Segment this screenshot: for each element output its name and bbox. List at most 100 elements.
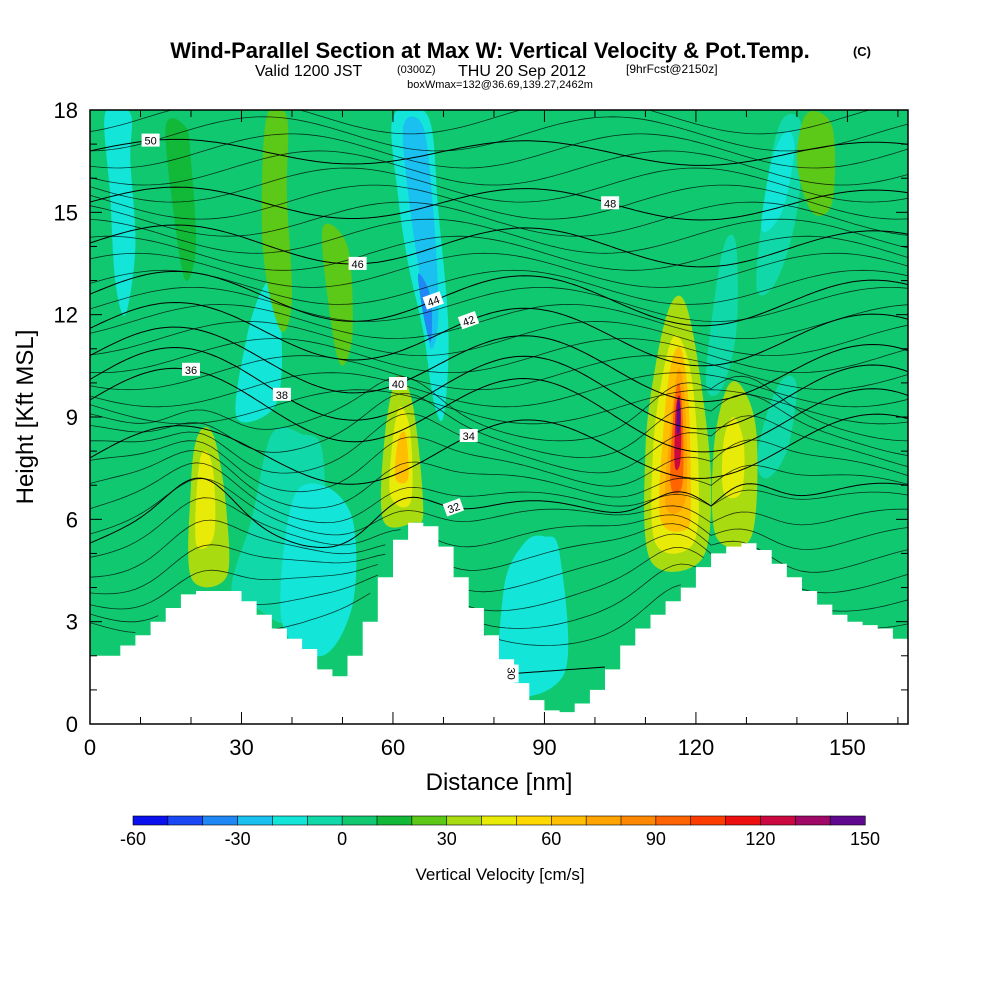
- colorbar-swatch: [411, 815, 448, 826]
- theta-contour-minor: [90, 450, 908, 509]
- theta-contour-minor: [90, 355, 908, 391]
- contour-label-box: [141, 133, 160, 147]
- y-axis-label: Height [Kft MSL]: [12, 330, 39, 505]
- contour-label-text: 38: [276, 390, 288, 402]
- x-tick-label: 90: [532, 735, 556, 760]
- theta-contour-minor: [90, 235, 908, 271]
- theta-contour-minor: [90, 287, 908, 322]
- contour-label-text: 34: [463, 431, 475, 443]
- colorbar-swatch: [237, 815, 274, 826]
- y-tick-label: 18: [54, 98, 78, 123]
- colorbar-ticks: -60 -30 0 30 60 90 120 150: [120, 829, 880, 849]
- valid-time-utc: (0300Z): [397, 64, 436, 76]
- x-axis-label: Distance [nm]: [426, 769, 573, 796]
- colorbar-swatch: [132, 815, 169, 826]
- y-tick-label: 3: [66, 610, 78, 635]
- y-tick-label: 0: [66, 712, 78, 737]
- x-tick-label: 0: [84, 735, 96, 760]
- contour-label: 36: [182, 362, 200, 377]
- velocity-region: [165, 118, 197, 281]
- contour-label-box: [389, 377, 407, 390]
- velocity-region: [261, 110, 293, 333]
- velocity-region: [417, 273, 433, 343]
- velocity-region: [761, 130, 795, 233]
- theta-contour-minor: [90, 303, 908, 339]
- x-tick-label: 150: [829, 735, 866, 760]
- x-tick-label: 60: [381, 735, 405, 760]
- theta-contour-minor: [90, 338, 908, 373]
- theta-contour-minor: [90, 497, 908, 558]
- colorbar-swatch: [446, 815, 483, 826]
- velocity-region: [321, 223, 353, 366]
- theta-contour-minor: [90, 116, 908, 152]
- colorbar-swatch: [341, 815, 378, 826]
- contour-label-text: 50: [144, 136, 156, 148]
- contour-label: 34: [459, 429, 478, 443]
- theta-contour: [90, 224, 908, 268]
- theta-contour: [90, 367, 908, 453]
- colorbar-swatch: [550, 815, 587, 826]
- theta-contour-minor: [90, 218, 908, 254]
- theta-contour-minor: [90, 184, 908, 220]
- contour-label: 48: [601, 196, 620, 210]
- x-tick-label: 120: [678, 735, 715, 760]
- box-wmax-info: boxWmax=132@36.69,139.27,2462m: [407, 79, 593, 91]
- velocity-region: [705, 234, 738, 396]
- contour-label-box: [601, 196, 620, 210]
- theta-contour-minor: [90, 110, 871, 135]
- colorbar: [132, 815, 866, 826]
- colorbar-swatch: [690, 815, 727, 826]
- colorbar-swatch: [620, 815, 657, 826]
- contour-label-text: 42: [461, 314, 477, 329]
- contour-label-text: 32: [446, 501, 462, 516]
- valid-time: Valid 1200 JST: [255, 63, 363, 80]
- terrain-mask: [90, 522, 908, 724]
- colorbar-tick-label: 30: [437, 829, 457, 849]
- theta-contour-minor: [90, 413, 908, 474]
- colorbar-swatch: [272, 815, 308, 826]
- contour-label: 42: [457, 311, 480, 330]
- colorbar-swatch: [725, 815, 762, 826]
- theta-contour-minor: [90, 546, 908, 612]
- velocity-region: [235, 275, 283, 423]
- theta-contour: [90, 270, 908, 327]
- colorbar-swatch: [376, 815, 413, 826]
- contour-label: 46: [348, 256, 367, 271]
- theta-contour-minor: [90, 389, 908, 425]
- potential-temperature-contours: [90, 110, 908, 674]
- contour-label-box: [422, 291, 444, 310]
- contour-label: 30: [505, 664, 519, 683]
- theta-contour: [90, 326, 908, 403]
- theta-contour-minor: [90, 150, 908, 186]
- x-tick-label: 30: [229, 735, 253, 760]
- colorbar-swatch: [760, 815, 796, 826]
- theta-contour-minor: [90, 133, 908, 169]
- theta-contour-minor: [90, 269, 908, 305]
- colorbar-swatch: [202, 815, 239, 826]
- contour-label-box: [348, 256, 367, 270]
- copyright-mark: (C): [853, 44, 871, 59]
- colorbar-tick-label: -60: [120, 829, 146, 849]
- contour-label: 40: [389, 377, 407, 391]
- velocity-region: [569, 490, 621, 587]
- contour-label: 50: [141, 133, 160, 148]
- theta-contour-minor: [90, 167, 908, 203]
- velocity-region: [195, 450, 216, 550]
- theta-contour: [90, 301, 908, 367]
- contour-label: 32: [442, 498, 465, 517]
- contour-label: 44: [422, 291, 444, 310]
- colorbar-swatch: [306, 815, 343, 826]
- forecast-info: [9hrFcst@2150z]: [626, 62, 718, 76]
- theta-contour: [90, 346, 908, 430]
- y-tick-label: 9: [66, 405, 78, 430]
- theta-contour-minor: [90, 372, 908, 408]
- contour-labels: 30 32 34 36 38 40 42 44 46 48 50: [141, 133, 620, 683]
- colorbar-swatch: [516, 815, 552, 826]
- theta-contour-minor: [90, 393, 908, 458]
- contour-label-box: [182, 362, 200, 376]
- colorbar-tick-label: 90: [646, 829, 666, 849]
- contour-label-text: 40: [392, 379, 404, 391]
- theta-contour-minor: [90, 201, 908, 237]
- theta-contour: [90, 186, 908, 221]
